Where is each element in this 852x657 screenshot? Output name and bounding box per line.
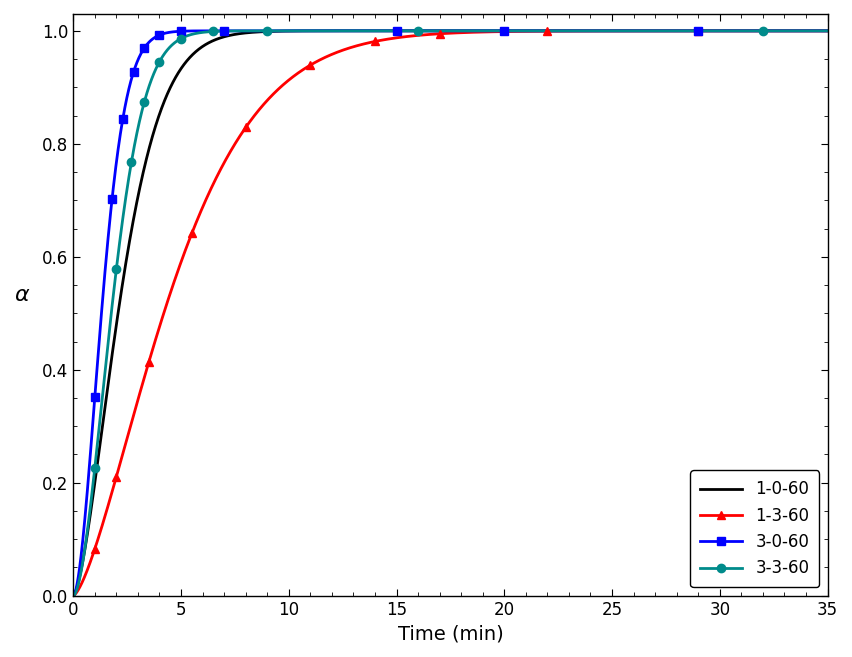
Y-axis label: α: α (14, 284, 28, 305)
X-axis label: Time (min): Time (min) (398, 624, 504, 643)
Legend: 1-0-60, 1-3-60, 3-0-60, 3-3-60: 1-0-60, 1-3-60, 3-0-60, 3-3-60 (690, 470, 820, 587)
